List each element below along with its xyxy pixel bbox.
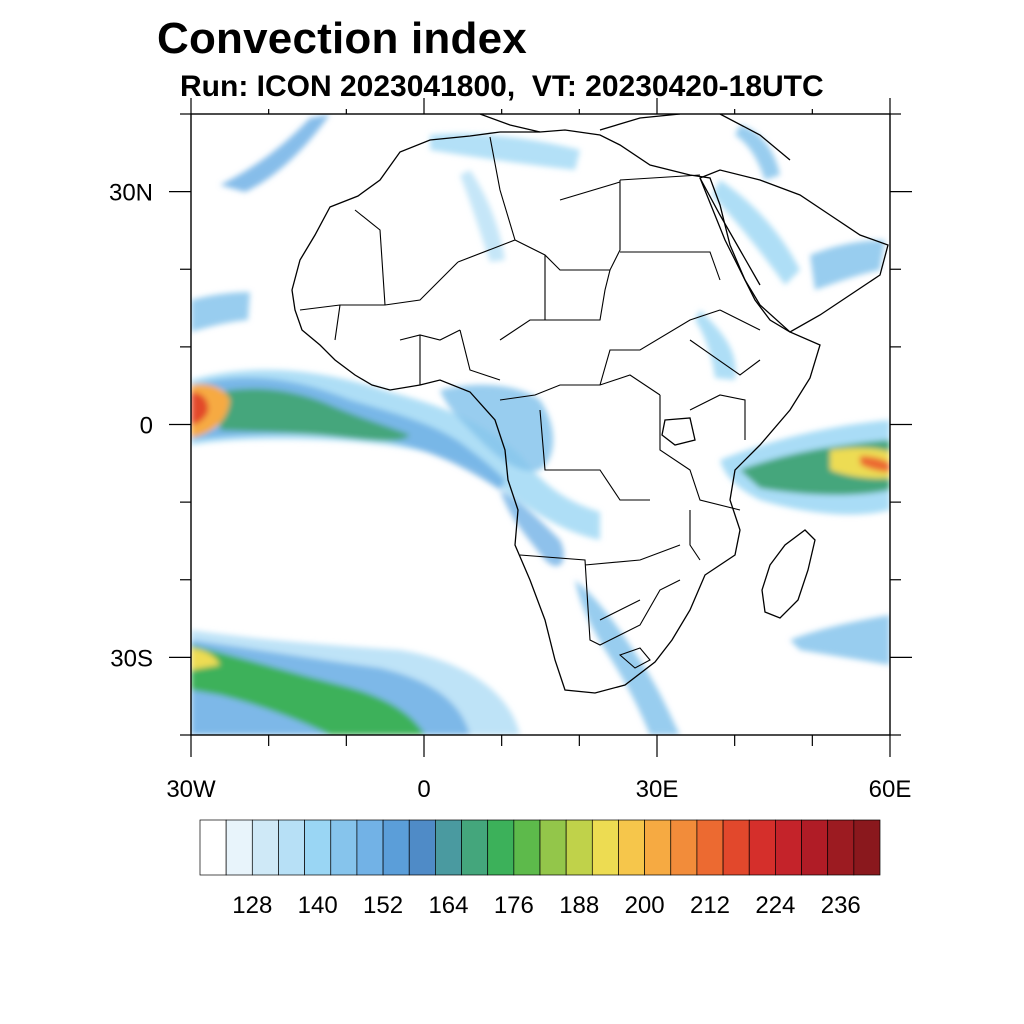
colorbar-swatch (330, 819, 358, 876)
colorbar: 128 140 152 164 176 188 200 212 224 236 (199, 819, 881, 919)
colorbar-swatch (670, 819, 698, 876)
field-arabia-east (810, 240, 885, 290)
border-lines-north (354, 136, 721, 321)
field-horn-africa (695, 310, 736, 380)
colorbar-swatch (435, 819, 462, 876)
border-lines-east (689, 309, 761, 440)
field-north-atlantic (220, 114, 330, 192)
colorbar-swatch (487, 819, 515, 876)
colorbar-label: 128 (232, 892, 272, 919)
colorbar-swatch (591, 819, 619, 876)
europe-coastline (479, 114, 791, 161)
colorbar-swatch (618, 819, 645, 876)
lake-victoria (661, 417, 696, 446)
colorbar-swatch (748, 819, 776, 876)
axis-ticks: 30W 0 30E 60E 30N 0 30S (109, 98, 912, 803)
border-lines-west (299, 261, 545, 385)
colorbar-swatch (251, 819, 279, 876)
colorbar-label: 140 (298, 892, 338, 919)
field-south-yellow (191, 648, 220, 670)
colorbar-swatch (644, 819, 672, 876)
lat-tick-label: 30S (110, 645, 153, 672)
africa-coastline (291, 129, 821, 694)
colorbar-label: 176 (494, 892, 534, 919)
colorbar-swatch (199, 819, 227, 876)
colorbar-swatch (565, 819, 593, 876)
lon-tick-label: 30W (166, 776, 216, 803)
lat-tick-label: 0 (140, 413, 153, 440)
colorbar-swatch (461, 819, 489, 876)
field-central-africa (440, 384, 554, 471)
colorbar-label: 188 (559, 892, 599, 919)
colorbar-swatch (225, 819, 253, 876)
colorbar-swatch (696, 819, 724, 876)
colorbar-label: 164 (428, 892, 468, 919)
border-lines-south (519, 510, 701, 669)
field-nw-atlantic (191, 292, 250, 332)
colorbar-swatch (356, 819, 384, 876)
lat-tick-label: 30N (109, 180, 153, 207)
field-madagascar-east (790, 615, 890, 665)
colorbar-swatch (801, 819, 829, 876)
chart-title: Convection index (157, 14, 527, 63)
coastlines (291, 114, 889, 694)
country-borders (299, 136, 761, 669)
colorbar-swatch (853, 819, 881, 876)
colorbar-swatch (539, 819, 567, 876)
red-sea (699, 177, 761, 286)
colorbar-label: 200 (625, 892, 665, 919)
field-southern-africa (575, 580, 680, 735)
colorbar-swatch (304, 819, 332, 876)
field-indian-ocean-red (860, 456, 890, 472)
colorbar-label: 152 (363, 892, 403, 919)
madagascar-coastline (761, 529, 816, 619)
field-mediterranean (430, 133, 580, 170)
field-itcz-green (220, 388, 410, 441)
colorbar-swatch (775, 819, 802, 876)
arabia-coastline (699, 169, 889, 333)
lon-tick-label: 0 (417, 776, 430, 803)
convection-field (191, 114, 890, 735)
border-lines-central (499, 309, 741, 511)
field-congo (500, 490, 565, 567)
colorbar-swatch (722, 819, 750, 876)
field-itcz-core (191, 392, 209, 425)
colorbar-label: 224 (755, 892, 795, 919)
lon-tick-label: 30E (636, 776, 679, 803)
field-arabia (712, 180, 800, 285)
lon-tick-label: 60E (869, 776, 912, 803)
chart-subtitle: Run: ICON 2023041800, VT: 20230420-18UTC (180, 70, 824, 103)
colorbar-swatch (278, 819, 305, 876)
field-sahara (460, 170, 505, 262)
colorbar-swatch (827, 819, 855, 876)
field-levant (735, 125, 780, 180)
colorbar-label: 212 (690, 892, 730, 919)
colorbar-swatch (382, 819, 410, 876)
colorbar-swatch (513, 819, 541, 876)
colorbar-swatch (408, 819, 436, 876)
colorbar-label: 236 (821, 892, 861, 919)
field-south-green (191, 645, 425, 735)
